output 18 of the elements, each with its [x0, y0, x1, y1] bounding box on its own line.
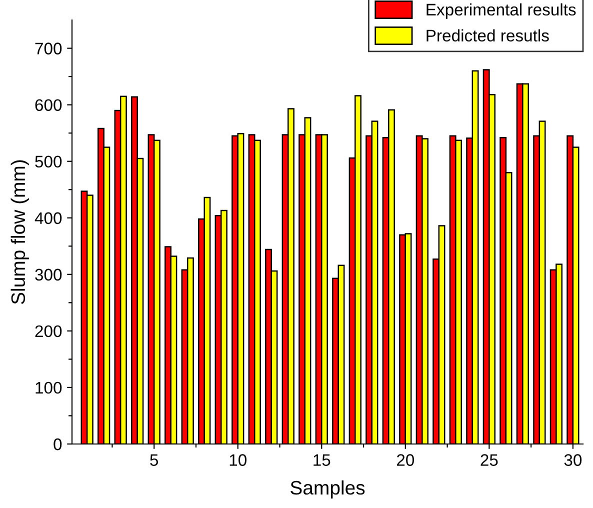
y-tick-label: 200: [35, 325, 62, 338]
y-tick-label: 700: [35, 42, 62, 54]
x-axis-title: Samples: [290, 480, 365, 498]
y-tick-label: 400: [34, 212, 62, 224]
y-tick-label: 300: [35, 268, 62, 281]
y-axis-title: Slump flow (mm): [10, 160, 29, 304]
x-tick-label: 30: [564, 454, 582, 466]
y-tick-label: 100: [36, 382, 62, 394]
y-tick-label: 600: [35, 99, 62, 112]
x-tick-label: 25: [480, 454, 498, 466]
y-tick-label: 0: [54, 438, 62, 450]
legend-label: Experimental results: [426, 3, 576, 19]
x-tick-label: 10: [230, 454, 246, 466]
x-tick-label: 15: [314, 454, 330, 466]
legend-label: Predicted resutls: [426, 29, 549, 42]
y-tick-label: 500: [35, 156, 62, 168]
x-tick-label: 5: [150, 454, 158, 466]
x-tick-label: 20: [396, 454, 414, 466]
